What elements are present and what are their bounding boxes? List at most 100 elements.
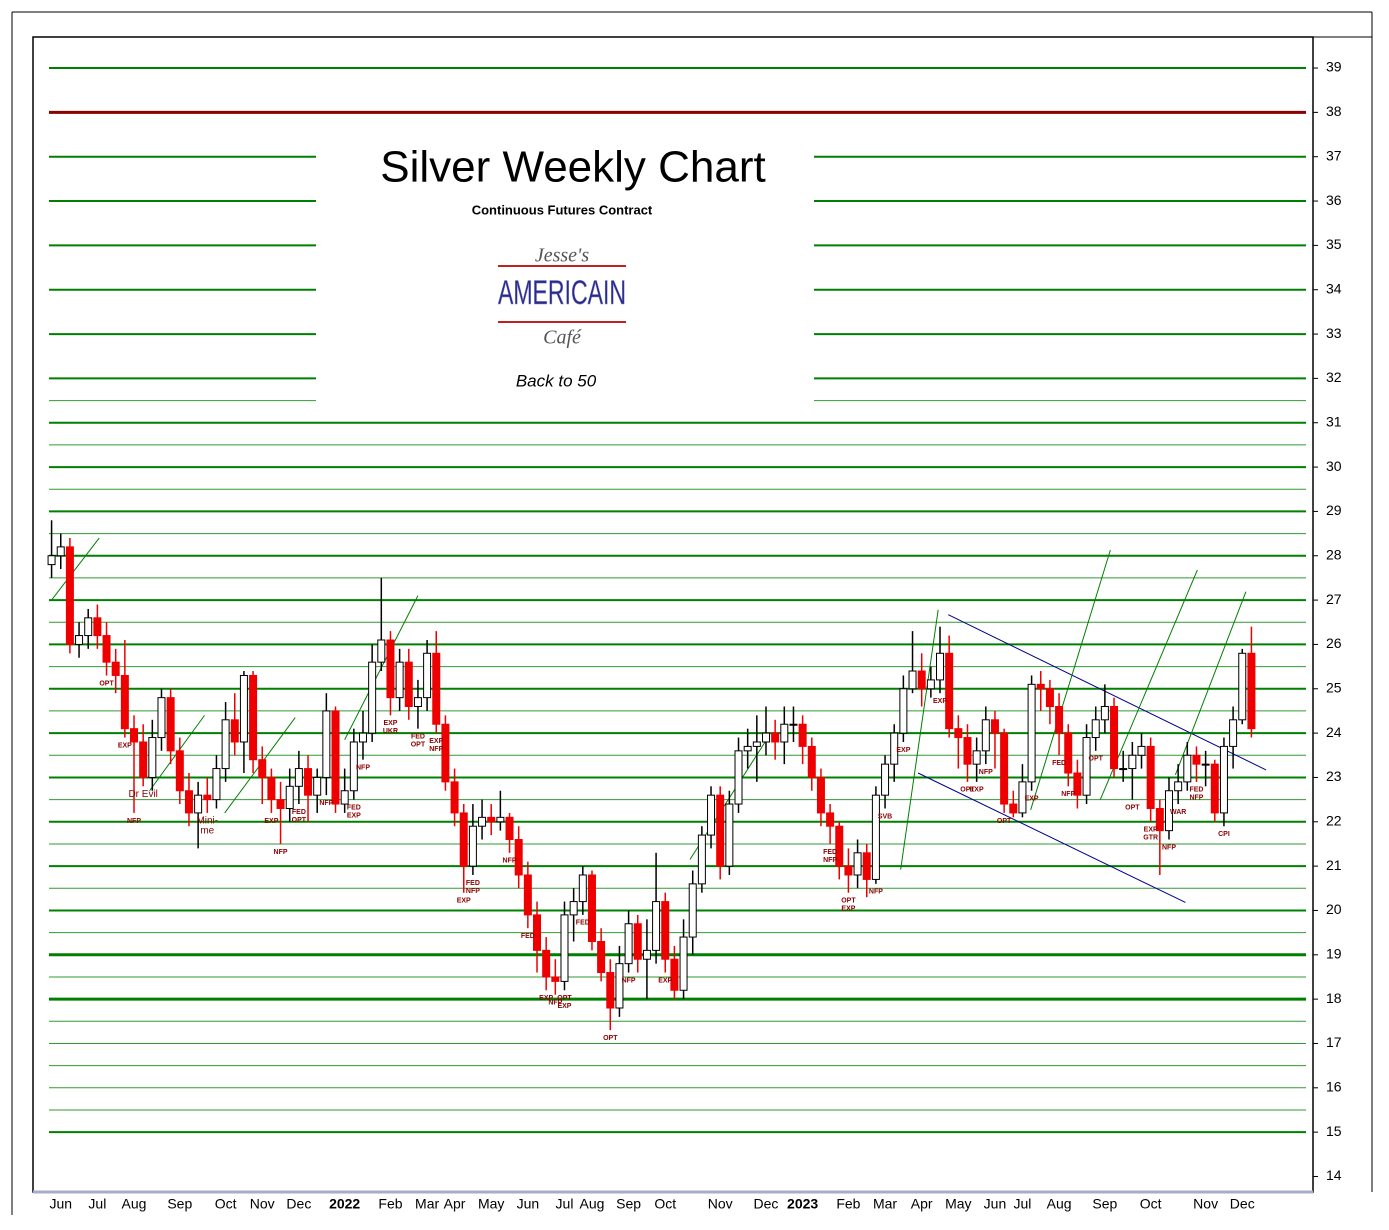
x-tick-label: Feb — [836, 1196, 860, 1212]
candle-body — [221, 719, 230, 770]
candle-body — [826, 812, 835, 827]
x-tick-label: Dec — [1230, 1196, 1255, 1212]
annotation: EXP — [1025, 796, 1039, 803]
y-tick-label: 37 — [1326, 147, 1342, 163]
candle-body — [1164, 790, 1173, 832]
candle-body — [1073, 772, 1082, 796]
candle-body — [697, 834, 706, 885]
x-tick-label: Sep — [616, 1196, 641, 1212]
candle-body — [807, 745, 816, 778]
y-tick-label: 18 — [1326, 990, 1342, 1006]
y-tick-label: 16 — [1326, 1079, 1342, 1095]
candle-body — [505, 816, 514, 841]
candle-body — [972, 750, 981, 765]
y-tick-label: 20 — [1326, 901, 1342, 917]
candle-body — [670, 958, 679, 991]
candle-body — [304, 768, 313, 796]
trendline — [948, 614, 1267, 771]
annotation: EXP — [896, 747, 910, 754]
annotation: NFP — [429, 746, 443, 753]
candle-body — [862, 852, 871, 880]
x-tick-label: Dec — [286, 1196, 311, 1212]
candle-body — [478, 816, 487, 827]
annotation: FED — [292, 809, 306, 816]
annotation: Mini- — [196, 816, 218, 827]
x-tick-label: Feb — [378, 1196, 402, 1212]
candle-body — [908, 670, 917, 690]
x-tick-label: Sep — [167, 1196, 192, 1212]
y-tick-label: 15 — [1326, 1123, 1342, 1139]
x-tick-label: Jul — [88, 1196, 106, 1212]
candle-body — [459, 812, 468, 867]
candle-body — [963, 737, 972, 765]
candle-body — [322, 710, 331, 778]
candle-body — [111, 661, 120, 676]
candle-body — [331, 710, 340, 805]
candle-body — [679, 936, 688, 991]
annotation: EXP — [658, 977, 672, 984]
candle-body — [752, 741, 761, 747]
caption: Back to 50 — [516, 371, 597, 390]
candle-body — [130, 728, 139, 743]
x-tick-label: Mar — [873, 1196, 897, 1212]
annotation: Dr Evil — [128, 789, 157, 800]
candle-body — [761, 732, 770, 743]
candle-body — [1210, 763, 1219, 814]
annotation: EXP — [347, 812, 361, 819]
candle-body — [780, 723, 789, 743]
candle-body — [798, 723, 807, 747]
x-tick-label: Jun — [49, 1196, 72, 1212]
trendline — [900, 609, 939, 870]
y-tick-label: 29 — [1326, 502, 1342, 518]
y-tick-label: 31 — [1326, 413, 1342, 429]
annotation: EXP — [841, 906, 855, 913]
candle-body — [1146, 745, 1155, 809]
y-tick-label: 23 — [1326, 768, 1342, 784]
chart-title: Silver Weekly Chart — [380, 143, 766, 192]
annotation: EXP — [557, 1003, 571, 1010]
candle-body — [441, 723, 450, 783]
candle-body — [413, 697, 422, 708]
candle-body — [93, 617, 102, 637]
candle-body — [816, 776, 825, 814]
annotation: NFP — [127, 818, 141, 825]
x-tick-label: 2022 — [329, 1196, 360, 1212]
candle-body — [926, 679, 935, 690]
candle-body — [569, 901, 578, 916]
candle-body — [166, 697, 175, 752]
y-tick-label: 27 — [1326, 591, 1342, 607]
candle-body — [404, 661, 413, 708]
annotation: EXP — [118, 742, 132, 749]
annotation: NFP — [979, 769, 993, 776]
annotation: OPT — [99, 680, 114, 687]
candle-body — [789, 723, 798, 726]
x-tick-label: May — [945, 1196, 971, 1212]
candle-body — [1174, 781, 1183, 792]
logo-text: AMERICAIN — [498, 274, 626, 312]
candle-body — [981, 719, 990, 752]
candle-body — [468, 825, 477, 867]
chart-subtitle: Continuous Futures Contract — [472, 202, 653, 217]
logo: Jesse's AMERICAIN Café — [498, 245, 627, 349]
candle-body — [395, 661, 404, 699]
y-tick-label: 14 — [1326, 1167, 1342, 1183]
candle-body — [1238, 652, 1247, 721]
candle-body — [688, 883, 697, 938]
candle-body — [102, 635, 111, 663]
candle-body — [1192, 754, 1201, 765]
candle-body — [1000, 732, 1009, 805]
candle-body — [936, 652, 945, 681]
annotation: EXP — [457, 898, 471, 905]
candle-body — [75, 635, 84, 645]
candle-body — [1119, 768, 1128, 771]
annotation: FED — [1189, 787, 1203, 794]
annotation: NFP — [548, 1000, 562, 1007]
candle-body — [853, 852, 862, 876]
candle-body — [1137, 745, 1146, 756]
x-tick-label: Nov — [1193, 1196, 1218, 1212]
candle-body — [1009, 803, 1018, 814]
candle-body — [56, 546, 65, 557]
candle-body — [716, 794, 725, 867]
annotation: NFP — [823, 857, 837, 864]
